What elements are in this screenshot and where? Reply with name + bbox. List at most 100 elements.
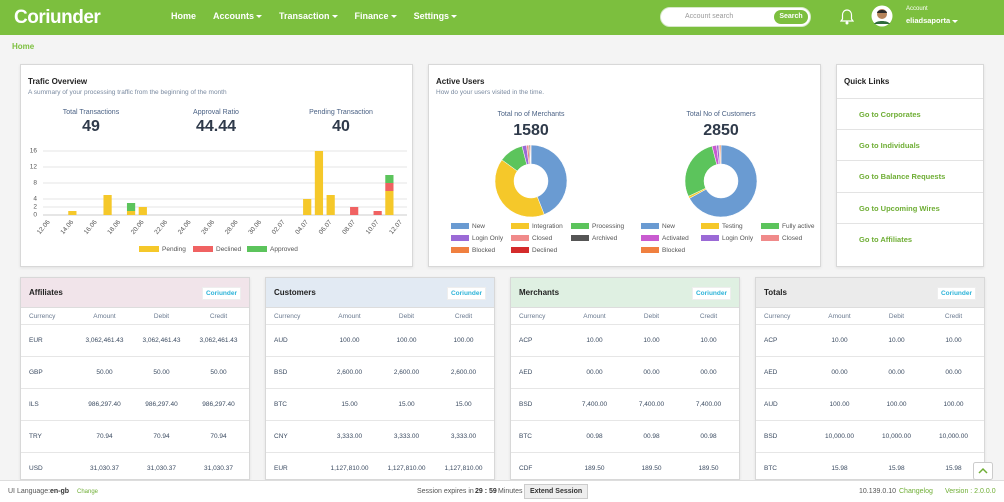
nav-item[interactable]: Settings	[414, 11, 458, 21]
table-cell: TRY	[29, 433, 42, 440]
table-title: Totals	[764, 288, 787, 297]
column-header: Amount	[338, 312, 361, 320]
top-bar: Coriunder Home Accounts Transaction Finance…	[0, 0, 1004, 35]
table-cell: 986,297.40	[88, 401, 121, 408]
session-unit: Minutes	[498, 488, 523, 495]
scroll-top-button[interactable]	[973, 462, 993, 480]
nav-item[interactable]: Finance	[355, 11, 397, 21]
table-cell: 50.00	[153, 369, 170, 376]
table-badge: Coriunder	[201, 287, 241, 300]
language-label: UI Language:	[8, 488, 51, 495]
table-row: AED 00.00 00.00 00.00	[511, 357, 739, 389]
panel-subtitle: How do your users visited in the time.	[436, 89, 545, 96]
session-time: 29 : 59	[475, 488, 497, 495]
y-tick-label: 0	[33, 212, 37, 219]
table-header: Customers Coriunder	[266, 278, 494, 308]
search-button[interactable]: Search	[774, 10, 808, 24]
table-cell: 00.00	[945, 369, 962, 376]
table-cell: 10,000.00	[939, 433, 968, 440]
bar-segment	[103, 195, 112, 215]
bell-icon[interactable]	[840, 9, 854, 25]
table-cell: 100.00	[886, 401, 907, 408]
table-header: Merchants Coriunder	[511, 278, 739, 308]
nav-item[interactable]: Transaction	[279, 11, 338, 21]
language: en-gb	[50, 488, 70, 495]
bar-segment	[350, 207, 359, 215]
changelog-link[interactable]: Changelog	[899, 488, 933, 495]
change-link[interactable]: Change	[77, 489, 99, 495]
nav-item[interactable]: Accounts	[213, 11, 263, 21]
x-tick-label: 14.06	[59, 219, 75, 236]
table-row: BSD 2,600.00 2,600.00 2,600.00	[266, 357, 494, 389]
stat-value: 49	[82, 118, 100, 135]
column-header: Currency	[764, 312, 791, 320]
legend-swatch	[451, 235, 469, 241]
table-cell: 00.00	[700, 369, 717, 376]
table-cell: 00.00	[888, 369, 905, 376]
table-cell: 10.00	[643, 337, 660, 344]
table-cell: 2,600.00	[450, 369, 477, 376]
search-box[interactable]: Account search Search	[660, 7, 811, 27]
traffic-panel: Trafic Overview A summary of your proces…	[20, 64, 413, 267]
table-cell: 100.00	[829, 401, 850, 408]
donut-title: Total No of Customers	[686, 111, 756, 118]
table-cell: 100.00	[943, 401, 964, 408]
table-panel: Merchants Coriunder Currency Amount Debit Cre…	[510, 277, 740, 480]
table-cell: 7,400.00	[638, 401, 665, 408]
legend-label: Activated	[662, 235, 689, 242]
table-panel: Totals Coriunder Currency Amount Debit Credit…	[755, 277, 985, 480]
legend-label: Testing	[722, 223, 743, 230]
table-badge: Coriunder	[446, 287, 486, 300]
table-cell: 00.00	[586, 369, 603, 376]
link-label: Go to Individuals	[859, 141, 920, 151]
quick-link[interactable]: Go to Balance Requests	[837, 160, 983, 191]
legend-label: Processing	[592, 223, 625, 230]
quick-link[interactable]: Go to Corporates	[837, 98, 983, 129]
donut-slice	[719, 144, 722, 165]
breadcrumb[interactable]: Home	[12, 42, 35, 51]
donut-slice	[530, 144, 568, 215]
table-row: EUR 1,127,810.00 1,127,810.00 1,127,810.00	[266, 453, 494, 479]
column-header: Credit	[944, 312, 963, 320]
nav-item[interactable]: Home	[171, 11, 197, 21]
table-cell: 189.50	[584, 465, 605, 472]
table-row: AUD 100.00 100.00 100.00	[266, 325, 494, 357]
bar-segment	[126, 211, 136, 215]
user-menu[interactable]: eliadsaporta	[906, 16, 959, 25]
legend-label: Archived	[592, 235, 618, 242]
quick-link[interactable]: Go to Affiliates	[837, 222, 983, 254]
table-cell: 00.98	[643, 433, 660, 440]
table-cell: BTC	[274, 401, 287, 408]
quick-links-panel: Quick Links Go to Corporates Go to Indivi…	[836, 64, 984, 267]
logo[interactable]: Coriunder	[14, 7, 101, 28]
avatar[interactable]	[871, 5, 893, 27]
table-cell: 10.00	[586, 337, 603, 344]
legend-swatch	[761, 235, 779, 241]
legend-swatch	[701, 235, 719, 241]
legend-label: Login Only	[472, 235, 504, 242]
x-tick-label: 28.06	[224, 219, 240, 236]
table-cell: 3,062,461.43	[85, 337, 124, 344]
table-cell: 7,400.00	[695, 401, 722, 408]
x-tick-label: 10.07	[365, 219, 381, 236]
table-cell: 15.00	[398, 401, 415, 408]
extend-session-button[interactable]: Extend Session	[524, 484, 589, 499]
table-cell: 10.00	[945, 337, 962, 344]
table-header: Affiliates Coriunder	[21, 278, 249, 308]
y-tick-label: 8	[33, 180, 37, 187]
table-cell: CNY	[274, 433, 288, 440]
donut-slice	[494, 159, 545, 218]
y-tick-label: 2	[33, 204, 37, 211]
stat: Pending Transaction 40	[281, 109, 401, 136]
column-header: Currency	[274, 312, 301, 320]
x-tick-label: 18.06	[106, 219, 122, 236]
bar-segment	[126, 203, 136, 211]
table-cell: GBP	[29, 369, 43, 376]
table-row: BTC 00.98 00.98 00.98	[511, 421, 739, 453]
quick-link[interactable]: Go to Upcoming Wires	[837, 191, 983, 223]
version: Version : 2.0.0.0	[945, 488, 996, 495]
table-cell: 10.00	[831, 337, 848, 344]
quick-link[interactable]: Go to Individuals	[837, 129, 983, 160]
legend-swatch	[193, 246, 213, 252]
table-cell: AED	[764, 369, 778, 376]
